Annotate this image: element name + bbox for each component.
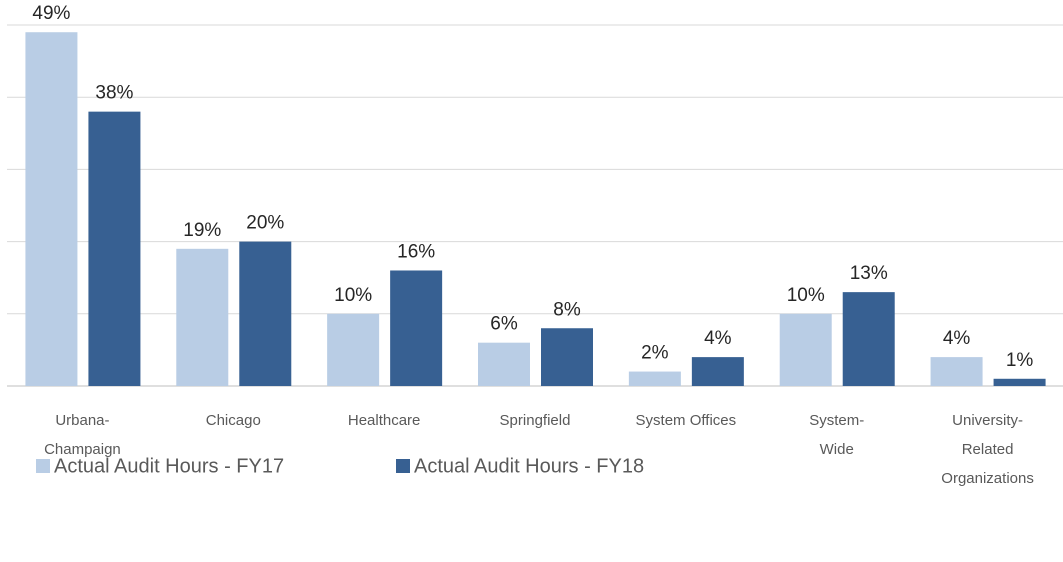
data-label: 4% (704, 328, 732, 349)
bar (25, 32, 78, 386)
bar (842, 292, 895, 386)
bar (390, 270, 443, 386)
bar (691, 357, 744, 386)
data-label: 1% (1006, 350, 1034, 371)
bar (993, 378, 1046, 386)
x-tick-label: Urbana-Champaign (44, 412, 121, 458)
bar (327, 313, 380, 386)
bar (930, 357, 983, 386)
legend-swatch (396, 459, 410, 473)
bar (779, 313, 832, 386)
data-label: 6% (490, 314, 518, 335)
legend-label: Actual Audit Hours - FY18 (414, 455, 644, 477)
data-label: 49% (32, 3, 70, 24)
data-label: 10% (334, 285, 372, 306)
bar (88, 111, 141, 386)
bar (176, 248, 229, 386)
data-label: 2% (641, 343, 669, 364)
data-label: 8% (553, 299, 581, 320)
x-tick-label: University-Related Organizations (941, 412, 1034, 487)
x-tick-label: System Offices (636, 412, 737, 429)
data-label: 13% (850, 263, 888, 284)
legend-swatch (36, 459, 50, 473)
x-tick-label: Springfield (500, 412, 571, 429)
bar (478, 342, 530, 386)
data-label: 19% (183, 220, 221, 241)
legend-label: Actual Audit Hours - FY17 (54, 455, 284, 477)
data-label: 10% (787, 285, 825, 306)
bar (541, 328, 593, 386)
data-label: 20% (246, 213, 284, 234)
x-tick-label: Healthcare (348, 412, 421, 429)
x-tick-label: System-Wide (809, 412, 864, 458)
bar (239, 241, 292, 386)
data-label: 4% (943, 328, 971, 349)
data-label: 16% (397, 241, 435, 262)
data-label: 38% (95, 83, 133, 104)
x-tick-label: Chicago (206, 412, 261, 429)
bar (628, 371, 681, 386)
